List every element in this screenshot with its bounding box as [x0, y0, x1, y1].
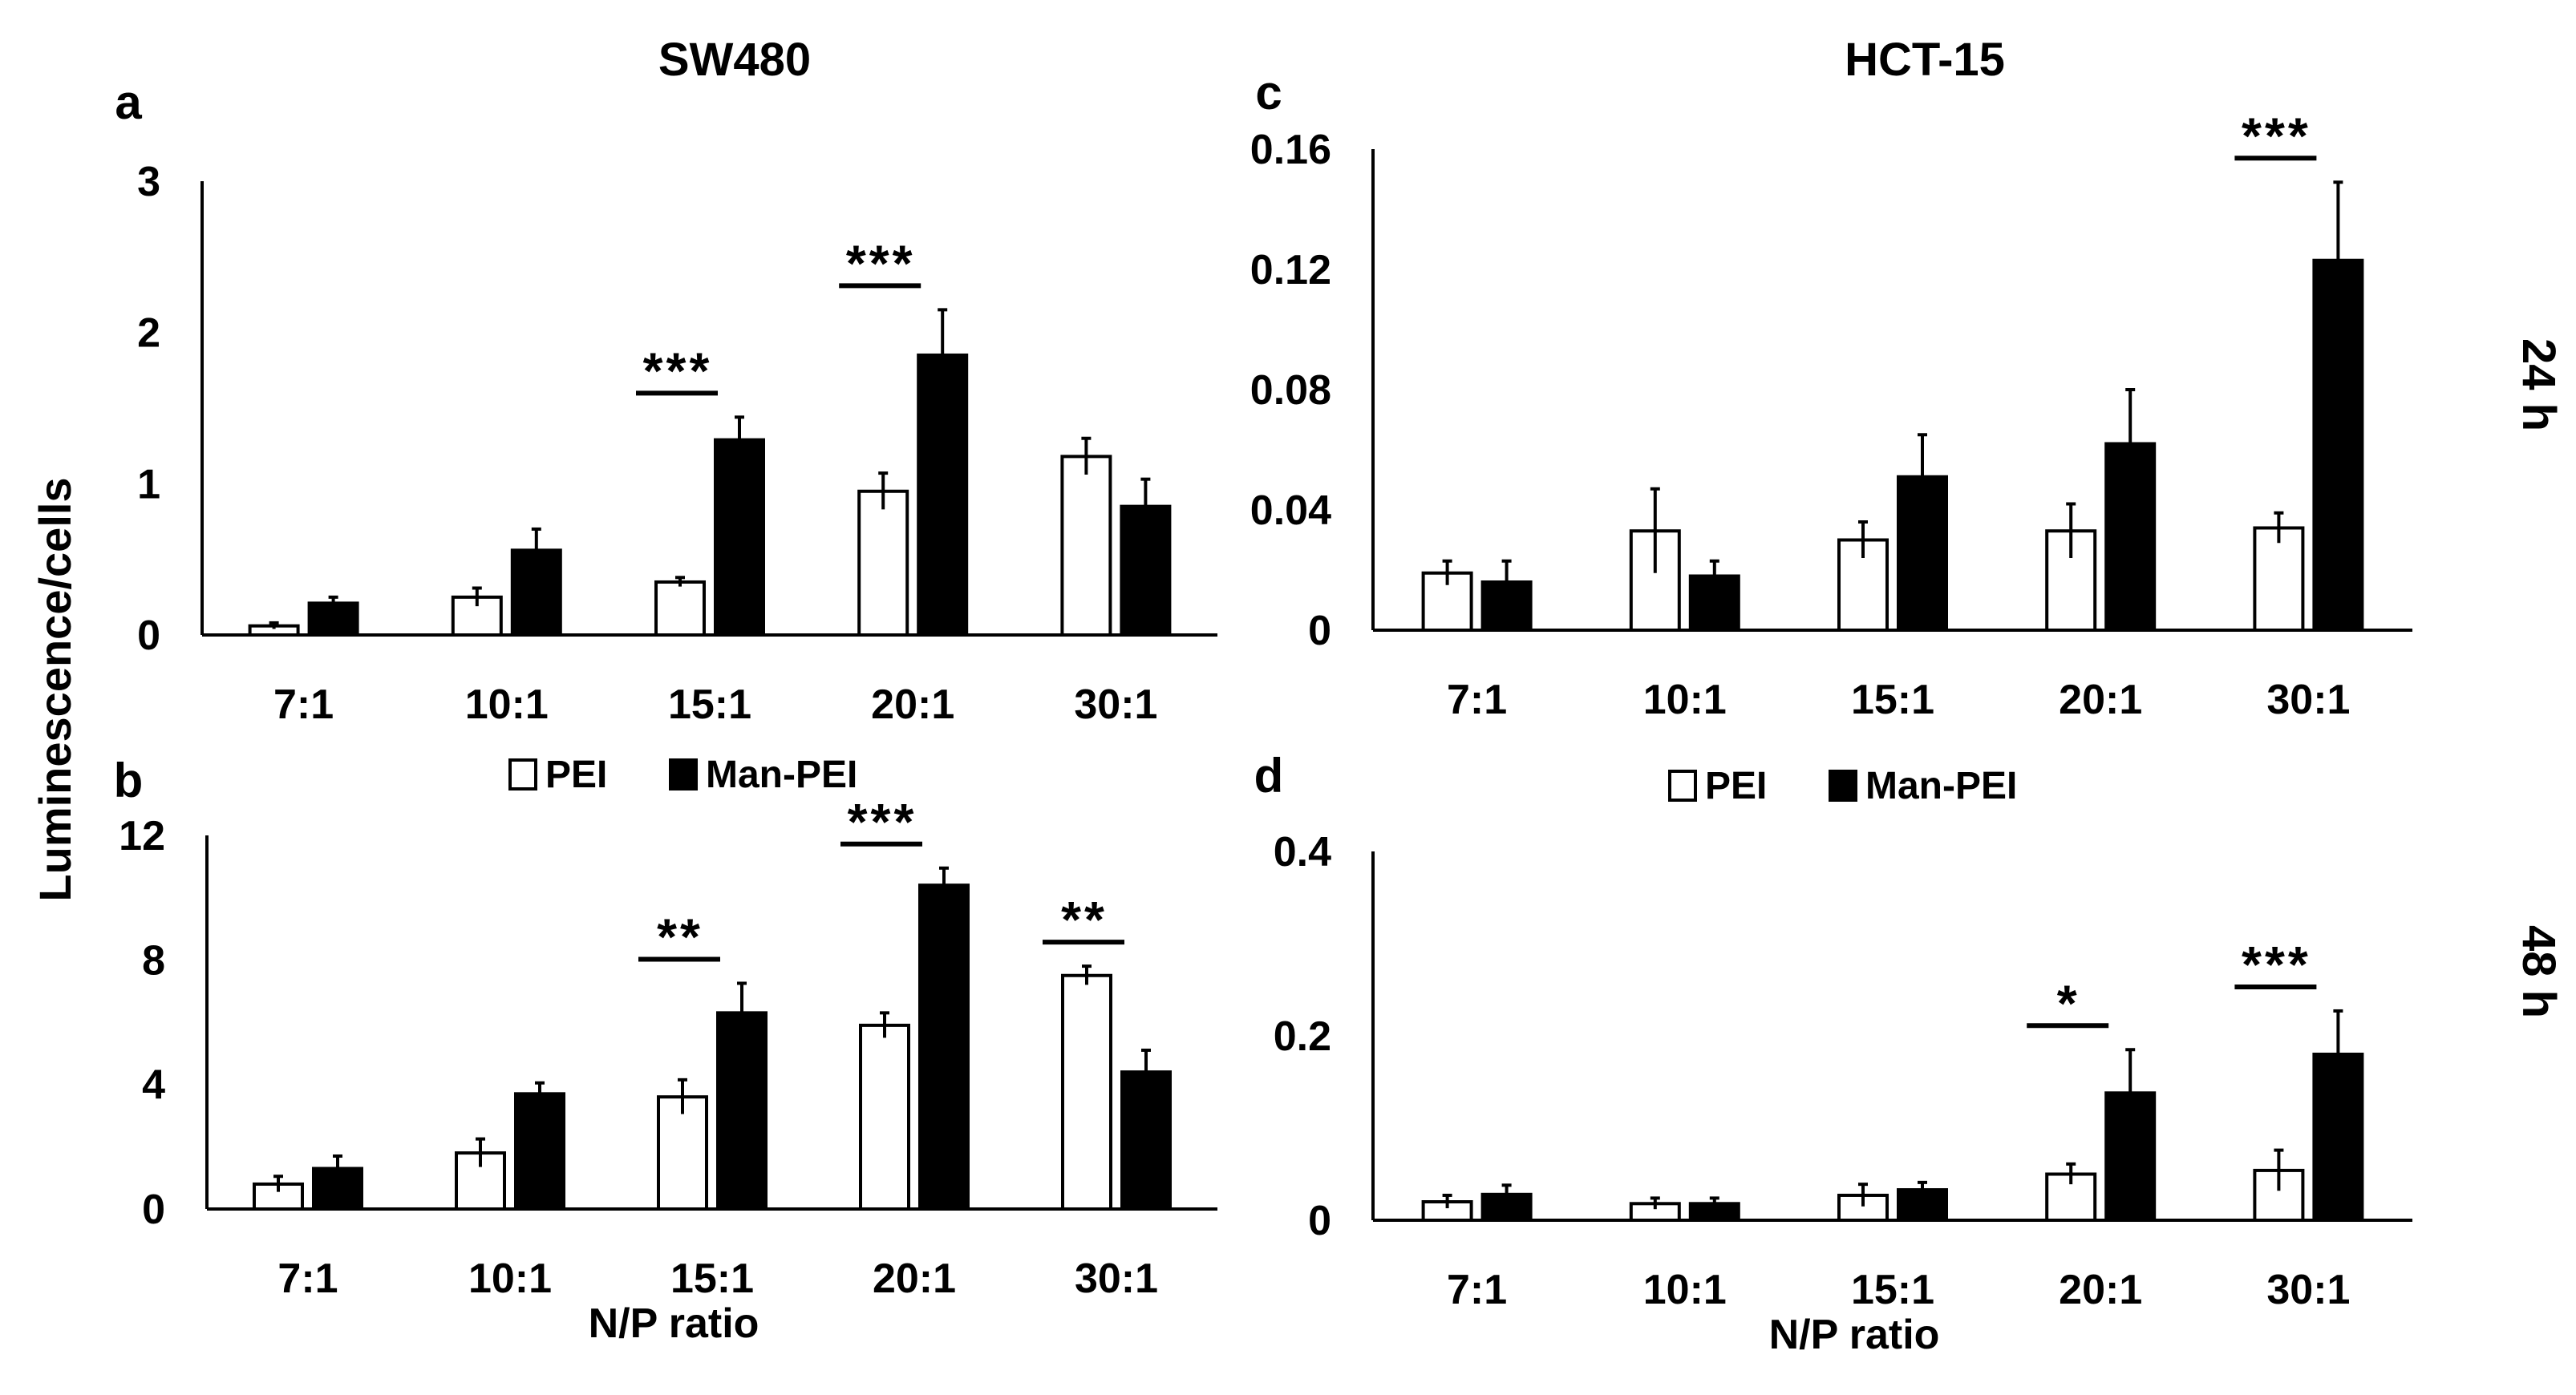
bar-man-pei-30-1: [1120, 1070, 1172, 1211]
y-tick-label: 0.4: [1274, 829, 1331, 875]
y-tick-label: 0: [137, 613, 160, 659]
col-title-sw480: SW480: [658, 34, 811, 86]
significance-marker: ***: [2242, 107, 2311, 164]
panel-letter: a: [115, 75, 142, 129]
y-tick-label: 3: [137, 159, 160, 205]
y-tick-label: 12: [119, 813, 165, 859]
x-tick-label: 7:1: [273, 681, 334, 728]
x-tick-label: 7:1: [277, 1256, 338, 1302]
bar-pei-30-1: [1061, 973, 1112, 1211]
bar-pei-30-1: [2253, 526, 2305, 632]
bar-man-pei-20-1: [918, 884, 970, 1211]
panel-d: d00.20.47:1 10:1 15:1 20:1 30:1****N/P ratio…: [1254, 749, 2412, 1358]
x-tick-label: 10:1: [465, 681, 549, 728]
x-axis-label: N/P ratio: [589, 1300, 759, 1347]
legend-label-pei: PEI: [1705, 765, 1767, 807]
panel-letter: b: [114, 754, 144, 807]
bar-man-pei-15-1: [716, 1011, 768, 1211]
x-tick-label: 10:1: [468, 1256, 552, 1302]
x-tick-label: 20:1: [2059, 677, 2142, 723]
legend-label-man-pei: Man-PEI: [1865, 765, 2017, 807]
y-tick-label: 8: [142, 937, 165, 984]
bar-pei-15-1: [657, 1095, 708, 1211]
x-tick-label: 30:1: [2266, 677, 2350, 723]
x-tick-label: 7:1: [1447, 677, 1507, 723]
legend-swatch-pei: [1668, 770, 1697, 802]
y-tick-label: 0: [1308, 608, 1331, 654]
x-tick-label: 15:1: [1851, 677, 1934, 723]
x-tick-label: 20:1: [871, 681, 954, 728]
x-tick-label: 30:1: [1075, 1256, 1158, 1302]
x-tick-label: 15:1: [668, 681, 751, 728]
bar-pei-10-1: [1629, 529, 1681, 632]
x-tick-label: 10:1: [1643, 1267, 1727, 1313]
y-tick-label: 2: [137, 310, 160, 357]
legend-label-man-pei: Man-PEI: [706, 754, 857, 796]
legend-swatch-pei: [508, 758, 537, 790]
x-tick-label: 7:1: [1447, 1267, 1507, 1313]
y-tick-label: 0.08: [1250, 367, 1331, 414]
significance-marker: ***: [846, 234, 916, 292]
panel-c: c 0 0.04 0.08 0.12 0.16 7:1 10:1 15:1 20:1 30:1 ***: [1250, 66, 2412, 723]
x-tick-label: 10:1: [1643, 677, 1727, 723]
x-tick-label: 30:1: [2266, 1267, 2350, 1313]
legend-label-pei: PEI: [545, 754, 607, 796]
row-label-24h: 24 h: [2513, 338, 2565, 431]
x-tick-label: 15:1: [1851, 1267, 1934, 1313]
y-tick-label: 0: [142, 1187, 165, 1233]
panel-a: a 0 1 2 3 7:1 10:1 15:1 20:1 30:1 *** ***: [115, 75, 1217, 728]
x-tick-label: 30:1: [1074, 681, 1157, 728]
significance-marker: ***: [848, 793, 917, 851]
y-tick-label: 0.12: [1250, 247, 1331, 293]
y-tick-label: 4: [142, 1062, 165, 1109]
y-axis-label: Luminescence/cells: [30, 477, 80, 901]
bar-man-pei-15-1: [714, 438, 765, 637]
row-label-48h: 48 h: [2513, 925, 2565, 1018]
bar-pei-20-1: [857, 489, 909, 637]
significance-marker: **: [657, 908, 703, 965]
panel-letter: d: [1254, 749, 1284, 803]
legend-swatch-man-pei: [1829, 770, 1857, 802]
x-tick-label: 20:1: [2059, 1267, 2142, 1313]
significance-marker: **: [1061, 891, 1108, 948]
significance-marker: *: [2057, 974, 2080, 1032]
y-tick-label: 0.04: [1250, 487, 1331, 534]
y-tick-label: 0: [1308, 1198, 1331, 1244]
significance-marker: ***: [2242, 936, 2311, 993]
x-axis-label: N/P ratio: [1769, 1312, 1940, 1358]
bar-pei-20-1: [859, 1023, 910, 1211]
y-tick-label: 0.2: [1274, 1013, 1331, 1060]
bar-man-pei-10-1: [514, 1092, 565, 1211]
significance-marker: ***: [643, 342, 713, 399]
x-tick-label: 15:1: [670, 1256, 754, 1302]
bar-man-pei-15-1: [1897, 475, 1948, 632]
bar-man-pei-15-1: [1897, 1188, 1948, 1223]
x-tick-label: 20:1: [873, 1256, 956, 1302]
y-tick-label: 0.16: [1250, 127, 1331, 173]
y-tick-label: 1: [137, 461, 160, 507]
bar-pei-30-1: [1060, 455, 1112, 637]
col-title-hct15: HCT-15: [1845, 34, 2005, 86]
panel-letter: c: [1255, 66, 1282, 119]
legend-swatch-man-pei: [669, 758, 698, 790]
bar-pei-15-1: [654, 580, 706, 637]
